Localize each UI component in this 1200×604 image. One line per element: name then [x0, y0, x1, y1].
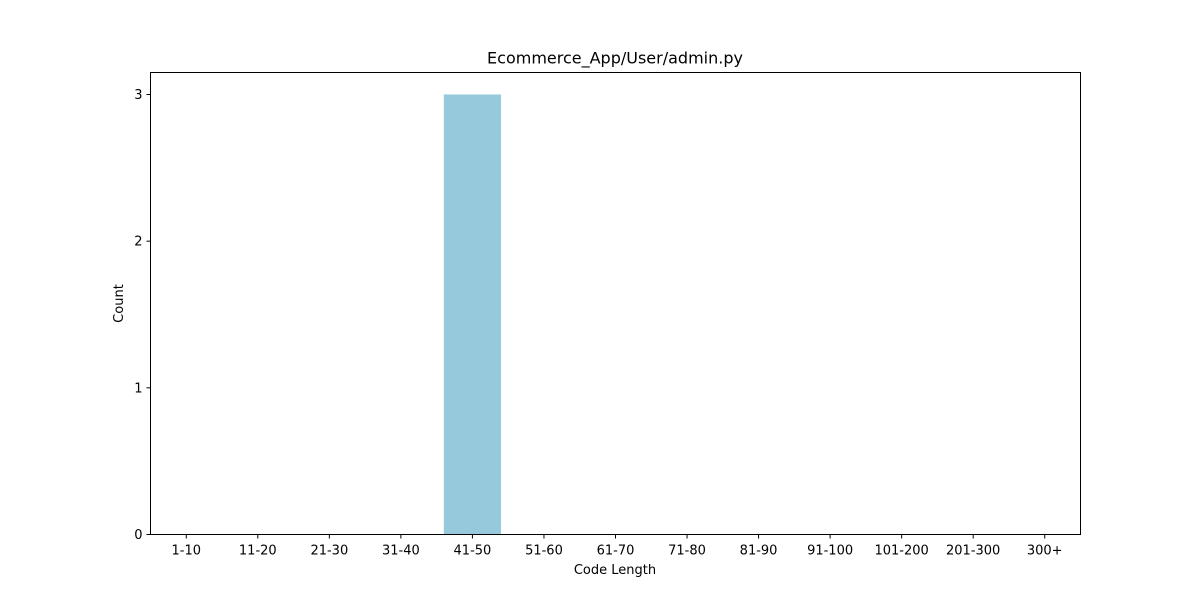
y-tick-label: 3	[134, 88, 142, 103]
bar-41-50	[443, 94, 502, 535]
x-tick-label: 71-80	[668, 544, 706, 559]
x-tick-label: 41-50	[454, 544, 492, 559]
x-tick-label: 300+	[1027, 544, 1063, 559]
x-tick-label: 91-100	[807, 544, 853, 559]
x-tick-label: 21-30	[310, 544, 348, 559]
plot-frame	[150, 72, 1081, 535]
y-axis-ticks: 0 1 2 3	[134, 88, 151, 543]
y-axis-label: Count	[112, 284, 127, 323]
x-tick-label: 11-20	[239, 544, 277, 559]
x-tick-label: 1-10	[172, 544, 202, 559]
x-tick-label: 61-70	[597, 544, 635, 559]
chart-title: Ecommerce_App/User/admin.py	[487, 49, 743, 69]
x-axis-ticks: 1-10 11-20 21-30 31-40 41-50 51-60 61-70 71-80 8…	[172, 534, 1063, 559]
x-axis-label: Code Length	[574, 563, 656, 578]
y-tick-label: 0	[134, 528, 142, 543]
bars-group	[443, 94, 502, 535]
x-tick-label: 101-200	[874, 544, 928, 559]
x-tick-label: 81-90	[740, 544, 778, 559]
x-tick-label: 51-60	[525, 544, 563, 559]
x-tick-label: 31-40	[382, 544, 420, 559]
x-tick-label: 201-300	[946, 544, 1000, 559]
y-tick-label: 2	[134, 235, 142, 250]
y-tick-label: 1	[134, 381, 142, 396]
